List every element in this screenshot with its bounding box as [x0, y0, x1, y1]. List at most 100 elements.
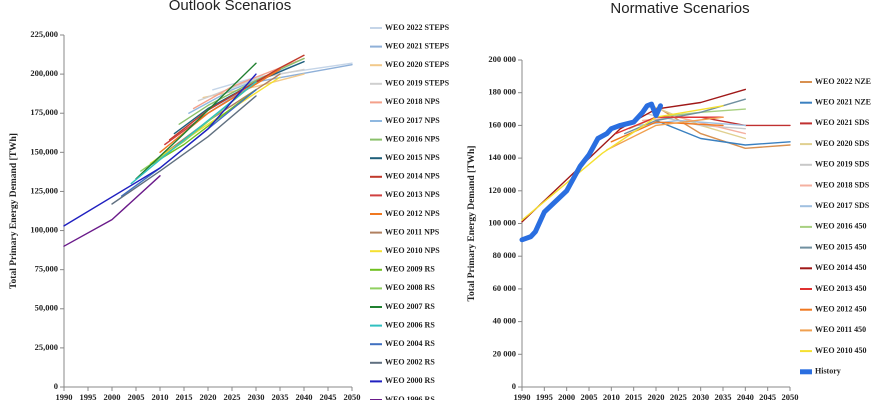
legend-label: WEO 2021 STEPS: [385, 41, 450, 50]
series-line: [519, 101, 663, 243]
series-line: [63, 73, 257, 227]
y-tick-label: 75,000: [35, 264, 58, 274]
legend-label: WEO 2019 SDS: [815, 160, 870, 169]
legend-label: WEO 2010 NPS: [385, 246, 440, 255]
x-tick-label: 2010: [152, 392, 169, 400]
legend-label: WEO 2008 RS: [385, 283, 435, 292]
y-tick-label: 80 000: [493, 250, 516, 260]
y-tick-label: 125,000: [30, 185, 58, 195]
legend-label: WEO 2013 NPS: [385, 190, 440, 199]
x-tick-label: 2020: [648, 392, 665, 400]
x-tick-label: 2050: [344, 392, 361, 400]
y-tick-label: 0: [512, 381, 516, 391]
y-tick-label: 100,000: [30, 225, 58, 235]
series-line: [120, 89, 257, 197]
legend-label: WEO 2018 NPS: [385, 97, 440, 106]
legend-label: WEO 2021 SDS: [815, 118, 870, 127]
legend-label: WEO 2017 NPS: [385, 116, 440, 125]
legend-label: WEO 2019 STEPS: [385, 79, 450, 88]
legend-label: WEO 2017 SDS: [815, 201, 870, 210]
legend-label: WEO 2004 RS: [385, 339, 435, 348]
series-line: [149, 76, 281, 164]
x-tick-label: 2045: [320, 392, 337, 400]
x-tick-label: 1990: [56, 392, 73, 400]
x-tick-label: 2005: [128, 392, 145, 400]
x-tick-label: 2040: [737, 392, 754, 400]
legend-label: WEO 2011 NPS: [385, 227, 440, 236]
y-tick-label: 180 000: [488, 87, 516, 97]
y-tick-label: 50,000: [35, 303, 58, 313]
y-tick-label: 225,000: [30, 29, 58, 39]
legend-label: WEO 2020 SDS: [815, 139, 870, 148]
legend-label: WEO 2014 450: [815, 263, 867, 272]
x-tick-label: 2025: [224, 392, 241, 400]
series-line: [159, 68, 281, 153]
legend-label: WEO 2002 RS: [385, 358, 435, 367]
x-tick-label: 1995: [536, 392, 553, 400]
legend-label: WEO 2010 450: [815, 346, 867, 355]
x-tick-label: 2045: [759, 392, 776, 400]
x-tick-label: 2035: [715, 392, 732, 400]
legend-label: WEO 2006 RS: [385, 320, 435, 329]
x-tick-label: 2000: [104, 392, 121, 400]
y-tick-label: 0: [54, 381, 58, 391]
legend-label: WEO 2011 450: [815, 325, 866, 334]
legend-label: WEO 2012 450: [815, 305, 867, 314]
series-line: [202, 73, 305, 99]
x-tick-label: 2030: [248, 392, 265, 400]
x-tick-label: 2040: [296, 392, 313, 400]
legend-label: History: [815, 367, 841, 376]
y-tick-label: 150,000: [30, 146, 58, 156]
x-tick-label: 2050: [782, 392, 799, 400]
legend-label: WEO 2018 SDS: [815, 180, 870, 189]
legend-label: WEO 2007 RS: [385, 302, 435, 311]
legend-label: WEO 2013 450: [815, 284, 867, 293]
legend-label: WEO 2015 NPS: [385, 153, 440, 162]
x-tick-label: 2000: [558, 392, 575, 400]
series-line: [606, 116, 724, 151]
legend-label: WEO 2020 STEPS: [385, 60, 450, 69]
legend-label: WEO 2000 RS: [385, 376, 435, 385]
legend-label: WEO 1996 RS: [385, 395, 435, 400]
series-line: [130, 81, 257, 185]
legend-label: WEO 2012 NPS: [385, 209, 440, 218]
chart-title: Outlook Scenarios: [169, 0, 292, 14]
y-tick-label: 100 000: [488, 217, 516, 227]
legend-label: WEO 2015 450: [815, 242, 867, 251]
legend-label: WEO 2016 NPS: [385, 134, 440, 143]
legend-label: WEO 2014 NPS: [385, 172, 440, 181]
x-tick-label: 1990: [514, 392, 531, 400]
y-tick-label: 40 000: [493, 316, 516, 326]
y-tick-label: 200 000: [488, 54, 516, 64]
series-line: [197, 68, 305, 102]
y-tick-label: 140 000: [488, 152, 516, 162]
x-tick-label: 1995: [80, 392, 97, 400]
y-tick-label: 160 000: [488, 119, 516, 129]
x-tick-label: 2005: [581, 392, 598, 400]
x-tick-label: 2025: [670, 392, 687, 400]
legend-label: WEO 2009 RS: [385, 265, 435, 274]
series-line: [135, 62, 257, 180]
legend-label: WEO 2016 450: [815, 222, 867, 231]
series-line: [610, 121, 724, 143]
legend-label: WEO 2022 NZE: [815, 77, 871, 86]
y-tick-label: 20 000: [493, 348, 516, 358]
series-line: [111, 95, 257, 205]
y-tick-label: 60 000: [493, 283, 516, 293]
y-tick-label: 175,000: [30, 107, 58, 117]
series-line: [521, 105, 724, 221]
series-line: [63, 175, 161, 247]
x-tick-label: 2020: [200, 392, 217, 400]
x-tick-label: 2010: [603, 392, 620, 400]
x-tick-label: 2015: [625, 392, 642, 400]
y-tick-label: 120 000: [488, 185, 516, 195]
chart-title: Normative Scenarios: [610, 0, 749, 17]
y-tick-label: 25,000: [35, 342, 58, 352]
x-tick-label: 2030: [692, 392, 709, 400]
y-tick-label: 200,000: [30, 68, 58, 78]
y-axis-label: Total Primary Energy Demand [TWh]: [9, 133, 19, 289]
legend-label: WEO 2021 NZE: [815, 98, 871, 107]
series-line: [655, 119, 791, 146]
x-tick-label: 2015: [176, 392, 193, 400]
